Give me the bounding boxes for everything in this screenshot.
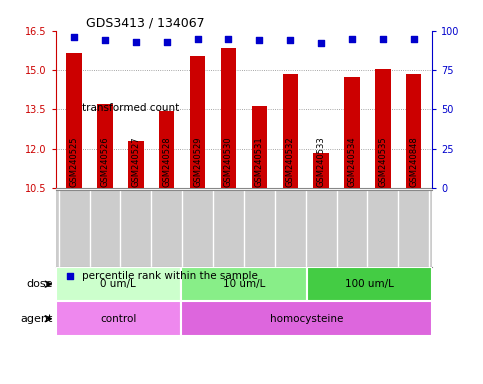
Bar [252,106,267,188]
Text: percentile rank within the sample: percentile rank within the sample [82,271,258,281]
Text: control: control [100,314,137,324]
Bar [56,267,181,301]
Point [163,39,170,45]
Bar [375,69,391,188]
Bar [406,74,422,188]
Point [70,34,78,40]
Text: 100 um/L: 100 um/L [345,279,394,289]
Point [286,37,294,43]
Point [132,39,140,45]
Point [317,40,325,46]
Point [348,36,356,42]
Text: 0 um/L: 0 um/L [100,279,136,289]
Text: 10 um/L: 10 um/L [223,279,265,289]
Bar [66,53,82,188]
Bar [56,301,181,336]
Point [410,36,418,42]
Point [225,36,232,42]
Point [379,36,387,42]
Bar [128,141,143,188]
Text: agent: agent [21,314,53,324]
Bar [344,77,360,188]
Bar [190,56,205,188]
Bar [181,267,307,301]
Bar [221,48,236,188]
Point [256,37,263,43]
Text: transformed count: transformed count [82,103,179,113]
Bar [159,111,174,188]
Point [101,37,109,43]
Bar [313,153,329,188]
Bar [181,301,432,336]
Text: GDS3413 / 134067: GDS3413 / 134067 [85,17,204,30]
Bar [307,267,432,301]
Bar [283,74,298,188]
Text: homocysteine: homocysteine [270,314,343,324]
Bar [97,104,113,188]
Point [194,36,201,42]
Text: dose: dose [27,279,53,289]
